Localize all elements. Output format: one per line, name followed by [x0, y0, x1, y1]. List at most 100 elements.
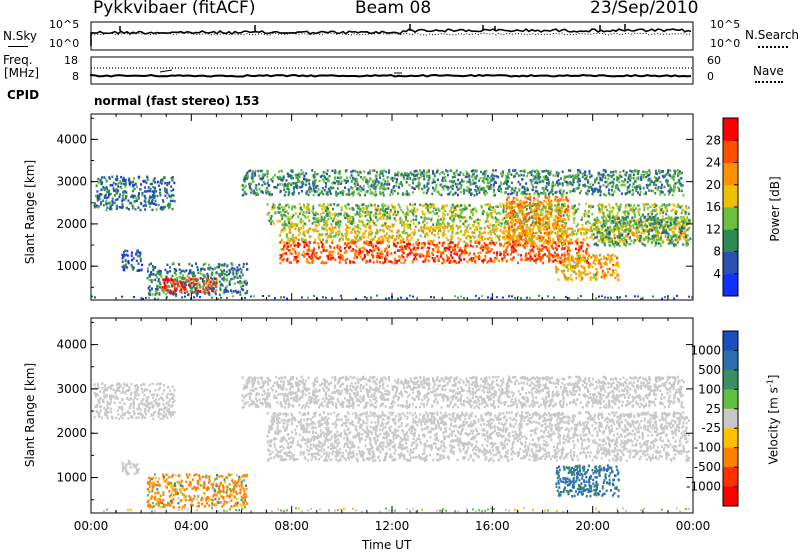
echo-cell [397, 192, 400, 195]
echo-cell [678, 189, 681, 192]
echo-cell [601, 176, 604, 179]
echo-cell [662, 176, 665, 179]
echo-cell [251, 174, 254, 177]
echo-cell [651, 212, 653, 216]
echo-cell [456, 204, 459, 208]
echo-cell [473, 228, 476, 232]
echo-cell [443, 213, 446, 216]
echo-cell [297, 215, 300, 218]
echo-cell [589, 228, 592, 231]
echo-cell [419, 173, 422, 176]
echo-cell [597, 190, 600, 194]
echo-cell [149, 189, 152, 193]
echo-cell [447, 224, 450, 227]
echo-cell [489, 212, 492, 216]
echo-cell [495, 241, 498, 244]
echo-cell [169, 199, 172, 203]
echo-cell [354, 225, 357, 228]
echo-cell [258, 174, 261, 177]
echo-cell [245, 173, 248, 177]
echo-cell [677, 178, 680, 182]
echo-cell [422, 245, 425, 249]
echo-cell [331, 186, 334, 190]
echo-cell [363, 240, 366, 244]
echo-cell [98, 197, 101, 200]
echo-cell [637, 191, 639, 194]
echo-cell [214, 292, 217, 296]
echo-cell [584, 177, 586, 181]
echo-cell [550, 208, 553, 211]
echo-cell [392, 186, 395, 189]
echo-cell [349, 259, 352, 263]
echo-cell [405, 247, 407, 251]
echo-cell [405, 231, 407, 235]
echo-cell [240, 271, 243, 274]
echo-cell [103, 195, 106, 198]
echo-cell [238, 282, 241, 285]
echo-cell [378, 187, 381, 190]
echo-cell [588, 205, 591, 208]
echo-cell [441, 205, 444, 209]
echo-cell [518, 242, 521, 245]
echo-cell [195, 277, 198, 281]
echo-cell [543, 245, 546, 249]
echo-cell [307, 247, 310, 250]
echo-cell [417, 185, 420, 188]
echo-cell [219, 275, 222, 278]
echo-cell [150, 182, 153, 186]
echo-cell [555, 181, 558, 184]
echo-cell [270, 214, 273, 218]
echo-cell [477, 222, 480, 225]
echo-cell [440, 223, 443, 226]
echo-cell [527, 172, 529, 175]
echo-cell [155, 290, 158, 293]
echo-cell [437, 218, 440, 222]
echo-cell [380, 182, 383, 185]
echo-cell [385, 217, 388, 221]
echo-cell [244, 279, 247, 283]
echo-cell [473, 258, 476, 261]
echo-cell [378, 181, 381, 184]
echo-cell [305, 211, 308, 214]
echo-cell [404, 193, 407, 196]
echo-cell [169, 269, 172, 273]
echo-cell [282, 227, 285, 230]
echo-cell [476, 256, 478, 259]
echo-cell [197, 271, 200, 274]
echo-cell [679, 206, 682, 209]
echo-cell [146, 276, 149, 280]
echo-cell [578, 250, 580, 254]
echo-cell [639, 190, 642, 194]
echo-cell [431, 203, 434, 206]
echo-cell [398, 249, 401, 252]
echo-cell [377, 246, 379, 250]
echo-cell [322, 249, 325, 252]
echo-cell [542, 261, 545, 265]
echo-cell [279, 261, 282, 265]
echo-cell [99, 180, 102, 184]
echo-cell [269, 220, 272, 224]
echo-cell [652, 208, 655, 212]
echo-cell [197, 283, 200, 286]
echo-cell [423, 218, 426, 222]
echo-cell [486, 174, 489, 178]
echo-cell [311, 209, 314, 213]
echo-cell [168, 205, 171, 209]
echo-cell [130, 254, 133, 257]
echo-cell [169, 266, 172, 269]
echo-cell [116, 175, 118, 178]
echo-cell [612, 183, 615, 187]
echo-cell [206, 276, 209, 280]
echo-cell [414, 174, 417, 178]
echo-cell [340, 236, 343, 240]
echo-cell [235, 269, 238, 272]
echo-cell [565, 175, 568, 179]
echo-cell [305, 206, 308, 209]
echo-cell [318, 193, 321, 197]
echo-cell [555, 220, 558, 223]
echo-cell [392, 213, 395, 216]
echo-cell [428, 217, 430, 220]
echo-cell [383, 234, 386, 238]
echo-cell [215, 288, 218, 292]
echo-cell [505, 220, 508, 223]
